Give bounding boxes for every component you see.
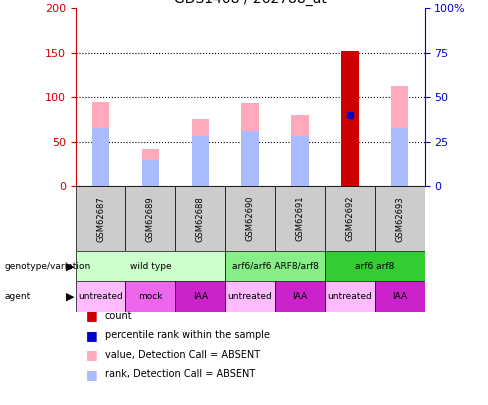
Text: percentile rank within the sample: percentile rank within the sample [105,330,270,340]
Bar [125,186,175,251]
Bar [142,149,159,186]
Bar [225,186,275,251]
Bar [242,131,259,186]
Text: agent: agent [5,292,31,301]
Bar [391,85,408,186]
Bar [175,186,225,251]
Text: count: count [105,311,133,321]
Text: wild type: wild type [130,262,171,271]
Text: untreated: untreated [228,292,272,301]
Bar [325,251,425,281]
Text: ■: ■ [85,368,97,381]
Text: ▶: ▶ [66,292,74,302]
Bar [191,136,209,186]
Bar [375,186,425,251]
Text: GSM62687: GSM62687 [96,196,105,241]
Text: IAA: IAA [193,292,208,301]
Text: ■: ■ [85,348,97,361]
Bar [92,102,109,186]
Bar [76,281,125,312]
Bar [391,128,408,186]
Text: IAA: IAA [392,292,407,301]
Text: arf6 arf8: arf6 arf8 [355,262,394,271]
Bar [291,115,309,186]
Bar [92,128,109,186]
Title: GDS1408 / 262788_at: GDS1408 / 262788_at [174,0,326,6]
Bar [76,186,125,251]
Bar [125,281,175,312]
Bar [76,251,225,281]
Text: GSM62691: GSM62691 [295,196,305,241]
Bar [291,136,309,186]
Bar [275,186,325,251]
Bar [341,51,359,186]
Bar [191,119,209,186]
Text: genotype/variation: genotype/variation [5,262,91,271]
Text: untreated: untreated [327,292,372,301]
Bar [325,186,375,251]
Text: ■: ■ [85,329,97,342]
Bar [142,160,159,186]
Bar [225,251,325,281]
Text: ▶: ▶ [66,261,74,271]
Bar [275,281,325,312]
Text: value, Detection Call = ABSENT: value, Detection Call = ABSENT [105,350,260,360]
Text: IAA: IAA [292,292,307,301]
Text: mock: mock [138,292,163,301]
Text: GSM62688: GSM62688 [196,196,205,241]
Bar [225,281,275,312]
Text: GSM62690: GSM62690 [245,196,255,241]
Text: GSM62692: GSM62692 [346,196,354,241]
Bar [242,103,259,186]
Text: rank, Detection Call = ABSENT: rank, Detection Call = ABSENT [105,369,255,379]
Text: GSM62693: GSM62693 [395,196,404,241]
Text: ■: ■ [85,309,97,322]
Text: untreated: untreated [78,292,123,301]
Text: GSM62689: GSM62689 [146,196,155,241]
Bar [325,281,375,312]
Bar [375,281,425,312]
Bar [175,281,225,312]
Text: arf6/arf6 ARF8/arf8: arf6/arf6 ARF8/arf8 [232,262,319,271]
